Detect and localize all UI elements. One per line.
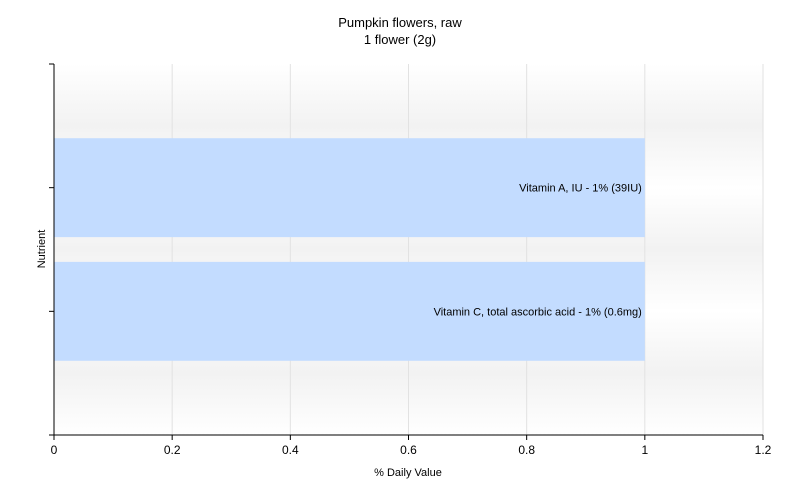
bar-label: Vitamin C, total ascorbic acid - 1% (0.6… — [434, 306, 642, 318]
gridlines — [171, 64, 764, 435]
x-tick-label: 0.8 — [518, 443, 535, 457]
x-axis-label: % Daily Value — [374, 467, 442, 479]
x-axis-ticks: 0 0.2 0.4 0.6 0.8 1 1.2 — [51, 435, 772, 457]
chart-subtitle: 1 flower (2g) — [364, 32, 436, 47]
x-tick-label: 0.4 — [282, 443, 299, 457]
y-axis-label: Nutrient — [36, 230, 48, 269]
x-tick-label: 0.2 — [164, 443, 181, 457]
x-tick-label: 0.6 — [400, 443, 417, 457]
bar — [54, 261, 645, 361]
bar-label: Vitamin A, IU - 1% (39IU) — [519, 183, 642, 195]
x-tick-label: 1.2 — [755, 443, 772, 457]
x-tick-label: 0 — [51, 443, 58, 457]
bars: Vitamin A, IU - 1% (39IU) Vitamin C, tota… — [54, 138, 645, 361]
x-tick-label: 1 — [641, 443, 648, 457]
y-axis-ticks — [49, 63, 54, 436]
chart-title: Pumpkin flowers, raw — [338, 15, 462, 30]
bar — [54, 138, 645, 238]
